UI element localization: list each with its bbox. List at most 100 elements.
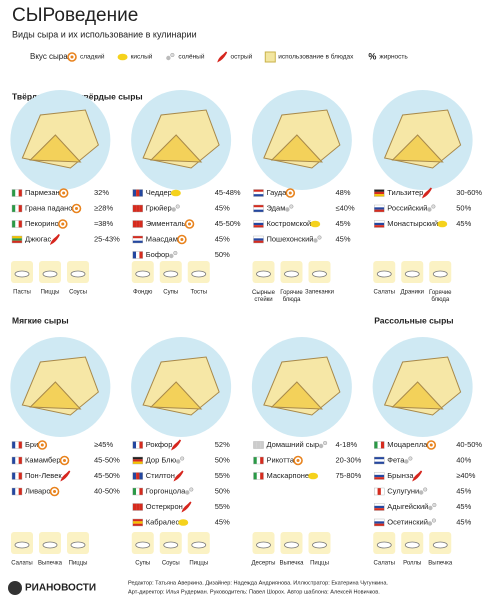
cheese-fat: 45% bbox=[215, 234, 230, 243]
cheese-fat: 52% bbox=[215, 440, 230, 449]
flag bbox=[374, 461, 385, 464]
cheese-fat: 45-50% bbox=[215, 219, 241, 228]
flag bbox=[136, 488, 140, 495]
taste-icon bbox=[49, 486, 60, 497]
flag bbox=[18, 488, 22, 495]
dish-icon bbox=[163, 270, 179, 278]
dish-icon bbox=[284, 541, 299, 549]
flag bbox=[374, 459, 385, 462]
flag bbox=[132, 503, 137, 511]
cheese-fat: 45-50% bbox=[94, 455, 120, 464]
flag bbox=[12, 457, 16, 464]
dish-label: Пасты bbox=[13, 290, 31, 296]
taste-icon bbox=[285, 207, 290, 212]
flag bbox=[253, 472, 264, 480]
taste-icon bbox=[429, 443, 433, 447]
legend-symbol: % bbox=[368, 51, 376, 61]
flag bbox=[11, 472, 23, 480]
taste-icon bbox=[289, 204, 294, 209]
dish-icon bbox=[432, 541, 448, 549]
flag bbox=[253, 441, 257, 449]
cheese-name: Рикотта bbox=[267, 455, 295, 464]
dish-label: Драники bbox=[401, 290, 424, 296]
cheese-name: Эдам bbox=[267, 203, 286, 212]
flag bbox=[132, 472, 143, 480]
flag bbox=[132, 518, 143, 527]
dish-icon bbox=[14, 270, 30, 278]
cheese-name: Остеркрон bbox=[146, 502, 183, 511]
cheese-fat: 45-48% bbox=[215, 188, 241, 197]
flag bbox=[253, 240, 264, 243]
taste-icon bbox=[313, 238, 318, 243]
flag bbox=[132, 220, 143, 228]
flag bbox=[139, 251, 143, 259]
cheese-fat: ≈38% bbox=[94, 219, 113, 228]
cheese-name: Горгонцола bbox=[146, 486, 186, 495]
flag bbox=[374, 207, 385, 210]
cheese-fat: 45% bbox=[456, 517, 471, 526]
taste-icon bbox=[431, 518, 436, 523]
cheese-name: Бофор bbox=[146, 250, 170, 259]
flag bbox=[374, 441, 378, 449]
flag bbox=[253, 191, 264, 195]
taste-icon bbox=[49, 233, 60, 245]
flag bbox=[253, 456, 264, 465]
flag bbox=[374, 225, 385, 228]
flag bbox=[374, 508, 385, 511]
legend-label: использование в блюдах bbox=[278, 53, 354, 61]
taste-icon bbox=[185, 490, 190, 495]
flag bbox=[260, 457, 264, 464]
dish-icon bbox=[312, 541, 327, 549]
flag bbox=[374, 472, 385, 480]
taste-icon bbox=[171, 439, 182, 451]
flag bbox=[136, 472, 140, 480]
cheese-fat: 50% bbox=[215, 455, 230, 464]
flag bbox=[253, 236, 264, 239]
cheese-name: Чеддер bbox=[146, 188, 172, 197]
dish-icon bbox=[376, 541, 392, 549]
dish-label: Салаты bbox=[373, 290, 395, 296]
flag bbox=[132, 205, 137, 212]
flag bbox=[11, 456, 23, 465]
taste-icon bbox=[61, 222, 65, 226]
flag bbox=[18, 441, 22, 449]
dish-label: Горячие блюда bbox=[429, 290, 452, 303]
cheese-fat: 48% bbox=[336, 188, 351, 197]
cheese-name: Бри bbox=[25, 440, 38, 449]
taste-icon bbox=[285, 188, 296, 198]
section-title: Рассольные сыры bbox=[374, 315, 453, 325]
flag bbox=[132, 472, 137, 480]
cheese-name: Адыгейский bbox=[387, 502, 428, 511]
flag bbox=[139, 503, 143, 511]
dish-icon bbox=[163, 541, 179, 549]
taste-icon bbox=[428, 505, 433, 511]
cheese-fat: 45% bbox=[336, 219, 351, 228]
cheese-fat: 50% bbox=[456, 203, 471, 212]
taste-icon bbox=[67, 52, 77, 62]
flag bbox=[253, 220, 264, 228]
cheese-fat: 55% bbox=[215, 502, 230, 511]
flag bbox=[132, 220, 137, 228]
cheese-fat: 45% bbox=[456, 486, 471, 495]
taste-icon bbox=[427, 521, 433, 526]
flag bbox=[374, 523, 385, 526]
taste-icon bbox=[173, 470, 184, 482]
taste-icon bbox=[70, 55, 74, 59]
cheese-fat: 45% bbox=[215, 517, 230, 526]
flag bbox=[132, 519, 143, 522]
credits: Редактор: Татьяна Аверкина. Дизайнер: На… bbox=[128, 579, 388, 586]
flag bbox=[253, 209, 264, 212]
dish-icon bbox=[312, 270, 327, 278]
dish-icon bbox=[42, 270, 58, 278]
cheese-illustration bbox=[29, 134, 82, 163]
dish-label: Салаты bbox=[373, 561, 395, 567]
flag bbox=[12, 240, 22, 243]
flag bbox=[374, 222, 385, 226]
flag bbox=[12, 238, 22, 241]
cheese-illustration bbox=[149, 134, 203, 163]
flag bbox=[374, 518, 385, 527]
dish-icon bbox=[376, 270, 392, 278]
flag bbox=[374, 487, 385, 496]
flag bbox=[12, 189, 16, 197]
taste-icon bbox=[310, 220, 321, 228]
